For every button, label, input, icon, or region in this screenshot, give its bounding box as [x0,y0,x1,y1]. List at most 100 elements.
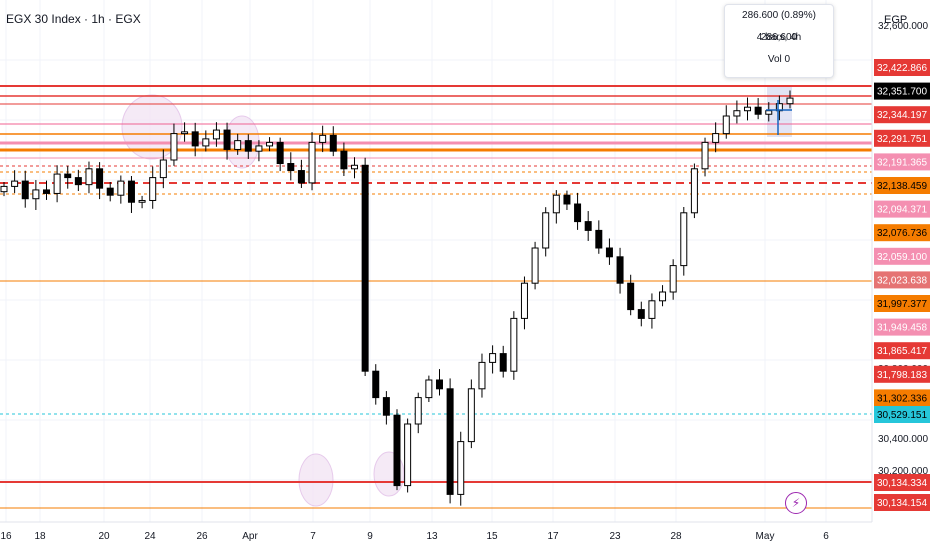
time-tick-label: 6 [823,531,829,542]
lightning-icon[interactable]: ⚡ [785,492,807,514]
price-label-badge [874,59,930,76]
candle-body [520,282,528,319]
price-label-badge [874,295,930,312]
candle-body [457,441,465,495]
currency-label[interactable]: EGP [884,14,908,26]
candle-body [181,131,189,135]
candle-body [308,141,316,184]
candle-body [340,150,348,170]
time-tick-label: 17 [547,531,559,542]
price-label-badge [874,318,930,336]
candle-body [701,141,709,170]
crosshair-marker [766,100,792,135]
candle-body [467,388,475,443]
price-label-text: 32,138.459 [877,181,927,192]
candle-body [21,180,29,200]
chart-title: EGX 30 Index · 1h · EGX [6,12,141,26]
time-tick-label: May [756,531,775,542]
candle-body [351,164,359,170]
time-axis-labels: 16 18 20 24 26 Apr 7 9 13 15 17 23 28 May 6 [0,531,829,542]
candle-body [669,265,677,293]
candle-body [627,282,635,311]
price-label-badge [874,82,930,100]
candle-body [786,97,794,105]
candle-body [64,173,72,179]
time-tick-label: 13 [426,531,438,542]
candle-body [202,138,210,147]
candle-body [499,353,507,372]
candle-body [531,247,539,284]
price-label-badge [874,365,930,383]
price-axis-labels: 32,600.00030,800.00030,600.00030,400.000… [874,21,930,511]
candle-body [266,141,274,147]
time-tick-label: 26 [196,531,208,542]
time-tick-label: 7 [310,531,316,542]
time-tick-label: 23 [609,531,621,542]
price-label-badge [874,224,930,242]
price-label-badge [874,200,930,218]
price-label-text: 31,997.377 [877,299,927,310]
candle-body [74,177,82,186]
price-label-badge [874,494,930,511]
candle-body [85,168,93,186]
candle-body [159,159,167,179]
price-label-text: 30,529.151 [877,410,927,421]
price-label-text: 32,351.700 [877,87,927,98]
candle-body [552,194,560,214]
candle-body [117,180,125,196]
candle-body [329,134,337,152]
price-label-text: 30,134.154 [877,498,927,509]
candle-body [138,199,146,203]
candle-body [319,134,327,143]
candle-body [127,180,135,203]
candle-body [648,300,656,319]
price-label-badge [874,474,930,491]
candle-body [191,131,199,147]
time-tick-label: 28 [670,531,682,542]
candle-body [287,163,295,172]
measure-tooltip: 286.600 (0.89%) 286,600 4 bars, 4h Vol 0 [724,4,834,78]
highlight-annotations [121,85,792,507]
candle-body [605,247,613,258]
price-label-text: 32,023.638 [877,275,927,286]
price-label-text: 32,191.365 [877,157,927,168]
candle-body [754,106,762,115]
price-label-badge [874,129,930,147]
candle-body [446,388,454,495]
candle-body [276,141,284,165]
candle-body [574,203,582,223]
candle-body [659,291,667,302]
candle-body [733,110,741,117]
candle-body [255,145,263,152]
candle-body [382,397,390,416]
price-label-badge [874,177,930,194]
price-label-badge [874,406,930,423]
candle-body [212,129,220,140]
price-label-text: 32,344.197 [877,110,927,121]
candle-body [712,133,720,143]
candle-body [765,110,773,115]
price-label-text: 31,949.458 [877,323,927,334]
time-tick-label: 18 [34,531,46,542]
candle-body [149,177,157,201]
candle-body [637,309,645,319]
candle-body [563,194,571,205]
candle-body [722,115,730,135]
price-label-text: 31,798.183 [877,370,927,381]
candle-body [170,133,178,161]
time-axis[interactable] [0,522,872,550]
candle-body [361,164,369,372]
price-label-text: 32,094.371 [877,205,927,216]
candle-body [510,317,518,372]
price-label-text: 30,134.334 [877,478,927,489]
price-tick-label: 30,200.000 [878,466,928,477]
chart-grid [0,0,872,522]
candle-body [223,129,231,150]
candle-body [425,379,433,399]
candle-body [404,423,412,487]
candle-body [96,168,104,189]
candle-body [616,256,624,284]
tooltip-change: 286.600 (0.89%) 286,600 [742,10,816,43]
time-tick-label: Apr [242,531,258,542]
